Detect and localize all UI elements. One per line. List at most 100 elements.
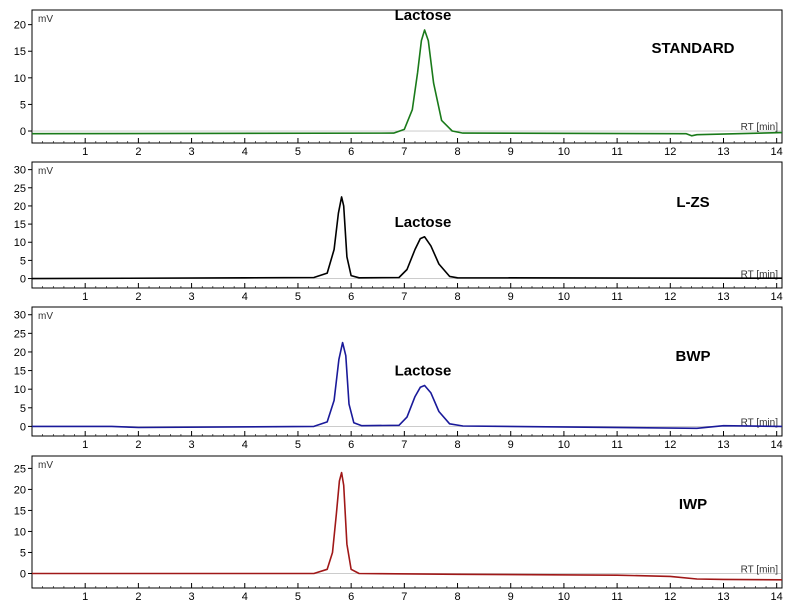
x-tick-label: 6 bbox=[348, 291, 354, 303]
x-tick-label: 7 bbox=[401, 591, 407, 603]
y-tick-label: 15 bbox=[14, 505, 26, 517]
panel-frame bbox=[31, 306, 783, 437]
y-tick-label: 5 bbox=[20, 99, 26, 111]
x-tick-label: 11 bbox=[611, 291, 622, 303]
x-tick-label: 9 bbox=[508, 439, 514, 451]
x-tick-label: 2 bbox=[135, 291, 141, 303]
x-tick-label: 12 bbox=[664, 291, 676, 303]
x-tick-label: 7 bbox=[401, 439, 407, 451]
x-tick-label: 3 bbox=[189, 591, 195, 603]
y-tick-label: 15 bbox=[14, 366, 26, 378]
x-tick-label: 2 bbox=[135, 439, 141, 451]
panel-title: STANDARD bbox=[651, 40, 734, 57]
x-tick-label: 14 bbox=[771, 146, 783, 158]
y-tick-label: 30 bbox=[14, 165, 26, 177]
panel-title: L-ZS bbox=[676, 194, 709, 211]
x-tick-label: 6 bbox=[348, 439, 354, 451]
x-tick-label: 3 bbox=[189, 146, 195, 158]
x-tick-label: 13 bbox=[717, 439, 729, 451]
x-tick-label: 5 bbox=[295, 439, 301, 451]
y-tick-label: 0 bbox=[20, 421, 26, 433]
panel-title: IWP bbox=[679, 496, 707, 513]
x-tick-label: 14 bbox=[771, 591, 783, 603]
chromatogram-trace bbox=[31, 29, 783, 137]
y-axis-label: mV bbox=[38, 166, 53, 177]
x-tick-label: 3 bbox=[189, 291, 195, 303]
x-tick-label: 1 bbox=[82, 146, 88, 158]
x-tick-label: 11 bbox=[611, 146, 622, 158]
y-tick-label: 20 bbox=[14, 347, 26, 359]
x-tick-label: 10 bbox=[558, 439, 570, 451]
y-tick-label: 0 bbox=[20, 126, 26, 138]
y-tick-label: 15 bbox=[14, 46, 26, 58]
peak-annotation: Lactose bbox=[395, 362, 452, 379]
y-tick-label: 25 bbox=[14, 183, 26, 195]
y-tick-label: 20 bbox=[14, 201, 26, 213]
panel-frame bbox=[31, 161, 783, 289]
y-axis-label: mV bbox=[38, 14, 53, 25]
x-tick-label: 9 bbox=[508, 146, 514, 158]
x-tick-label: 9 bbox=[508, 591, 514, 603]
x-tick-label: 13 bbox=[717, 146, 729, 158]
panel-frame bbox=[31, 9, 783, 144]
y-tick-label: 25 bbox=[14, 463, 26, 475]
x-tick-label: 9 bbox=[508, 291, 514, 303]
chromatogram-trace bbox=[32, 341, 783, 430]
x-tick-label: 12 bbox=[664, 591, 676, 603]
y-axis-label: mV bbox=[38, 460, 53, 471]
x-tick-label: 11 bbox=[611, 591, 622, 603]
x-tick-label: 8 bbox=[454, 591, 460, 603]
x-tick-label: 6 bbox=[348, 146, 354, 158]
x-tick-label: 8 bbox=[454, 439, 460, 451]
y-tick-label: 5 bbox=[20, 255, 26, 267]
x-tick-label: 6 bbox=[348, 591, 354, 603]
x-tick-label: 4 bbox=[242, 439, 248, 451]
x-tick-label: 14 bbox=[771, 291, 783, 303]
x-tick-label: 14 bbox=[771, 439, 783, 451]
x-tick-label: 2 bbox=[135, 591, 141, 603]
y-tick-label: 0 bbox=[20, 568, 26, 580]
chromatogram-trace bbox=[31, 196, 783, 280]
x-tick-label: 7 bbox=[401, 291, 407, 303]
x-tick-label: 13 bbox=[717, 291, 729, 303]
x-axis-label: RT [min] bbox=[741, 417, 779, 428]
y-tick-label: 30 bbox=[14, 310, 26, 322]
y-tick-label: 10 bbox=[14, 73, 26, 85]
x-tick-label: 4 bbox=[242, 146, 248, 158]
peak-annotation: Lactose bbox=[395, 7, 452, 24]
y-tick-label: 15 bbox=[14, 219, 26, 231]
y-tick-label: 10 bbox=[14, 526, 26, 538]
x-tick-label: 5 bbox=[295, 591, 301, 603]
x-tick-label: 13 bbox=[717, 591, 729, 603]
panel-title: BWP bbox=[676, 348, 711, 365]
x-tick-label: 1 bbox=[82, 439, 88, 451]
chromatogram-trace bbox=[32, 471, 783, 581]
peak-annotation: Lactose bbox=[395, 214, 452, 231]
x-tick-label: 12 bbox=[664, 146, 676, 158]
x-tick-label: 4 bbox=[242, 291, 248, 303]
x-tick-label: 12 bbox=[664, 439, 676, 451]
x-tick-label: 7 bbox=[401, 146, 407, 158]
y-tick-label: 20 bbox=[14, 484, 26, 496]
panel-frame bbox=[31, 455, 783, 589]
y-tick-label: 10 bbox=[14, 384, 26, 396]
x-tick-label: 4 bbox=[242, 591, 248, 603]
x-tick-label: 8 bbox=[454, 291, 460, 303]
x-tick-label: 11 bbox=[611, 439, 622, 451]
x-tick-label: 10 bbox=[558, 591, 570, 603]
y-tick-label: 5 bbox=[20, 547, 26, 559]
x-tick-label: 1 bbox=[82, 591, 88, 603]
x-tick-label: 10 bbox=[558, 146, 570, 158]
x-tick-label: 8 bbox=[454, 146, 460, 158]
y-axis-label: mV bbox=[38, 311, 53, 322]
x-axis-label: RT [min] bbox=[741, 122, 779, 133]
y-tick-label: 10 bbox=[14, 237, 26, 249]
y-tick-label: 0 bbox=[20, 274, 26, 286]
y-tick-label: 20 bbox=[14, 20, 26, 32]
x-axis-label: RT [min] bbox=[741, 564, 779, 575]
y-tick-label: 5 bbox=[20, 403, 26, 415]
y-tick-label: 25 bbox=[14, 328, 26, 340]
x-tick-label: 3 bbox=[189, 439, 195, 451]
x-tick-label: 5 bbox=[295, 146, 301, 158]
